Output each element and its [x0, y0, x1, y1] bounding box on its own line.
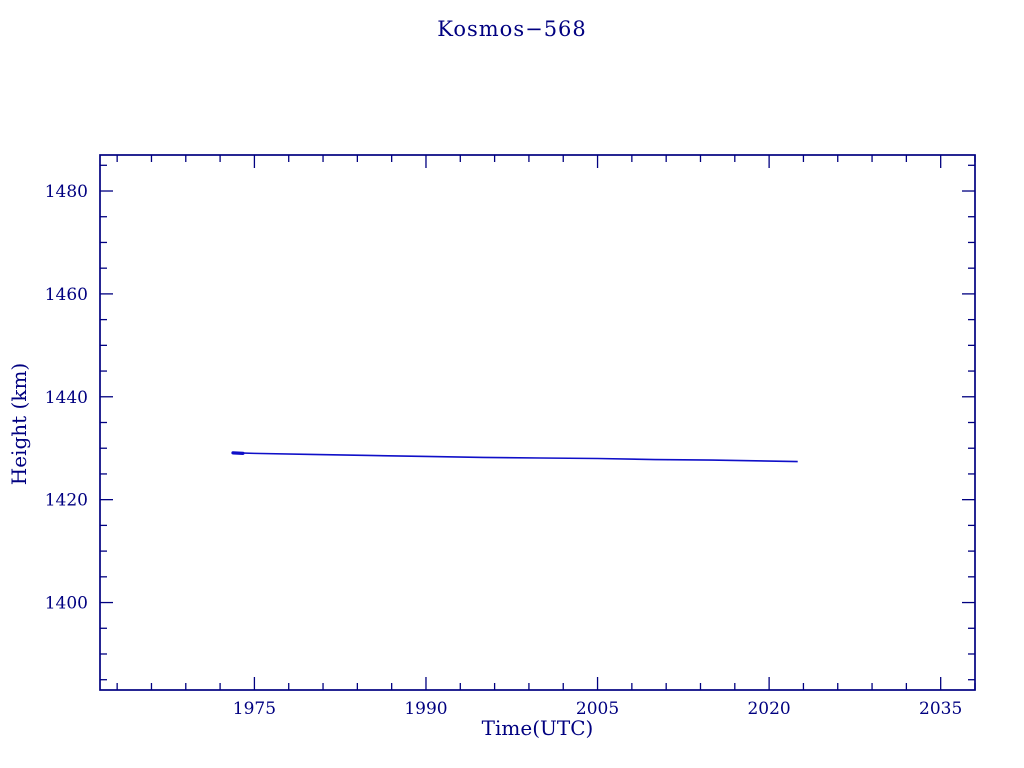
- x-tick-label: 2035: [919, 699, 962, 719]
- x-axis-label: Time(UTC): [481, 716, 594, 740]
- data-line: [234, 452, 798, 463]
- x-tick-label: 1975: [233, 699, 276, 719]
- y-axis-label: Height (km): [7, 362, 31, 486]
- y-tick-label: 1480: [45, 182, 88, 202]
- y-tick-label: 1460: [45, 285, 88, 305]
- data-line-start: [231, 451, 245, 455]
- x-tick-label: 2005: [576, 699, 619, 719]
- chart-title: Kosmos−568: [437, 17, 587, 41]
- x-tick-label: 2020: [747, 699, 790, 719]
- y-tick-label: 1420: [45, 491, 88, 511]
- plot-frame: [99, 154, 976, 691]
- y-tick-label: 1400: [45, 594, 88, 614]
- x-tick-label: 1990: [404, 699, 447, 719]
- y-tick-label: 1440: [45, 388, 88, 408]
